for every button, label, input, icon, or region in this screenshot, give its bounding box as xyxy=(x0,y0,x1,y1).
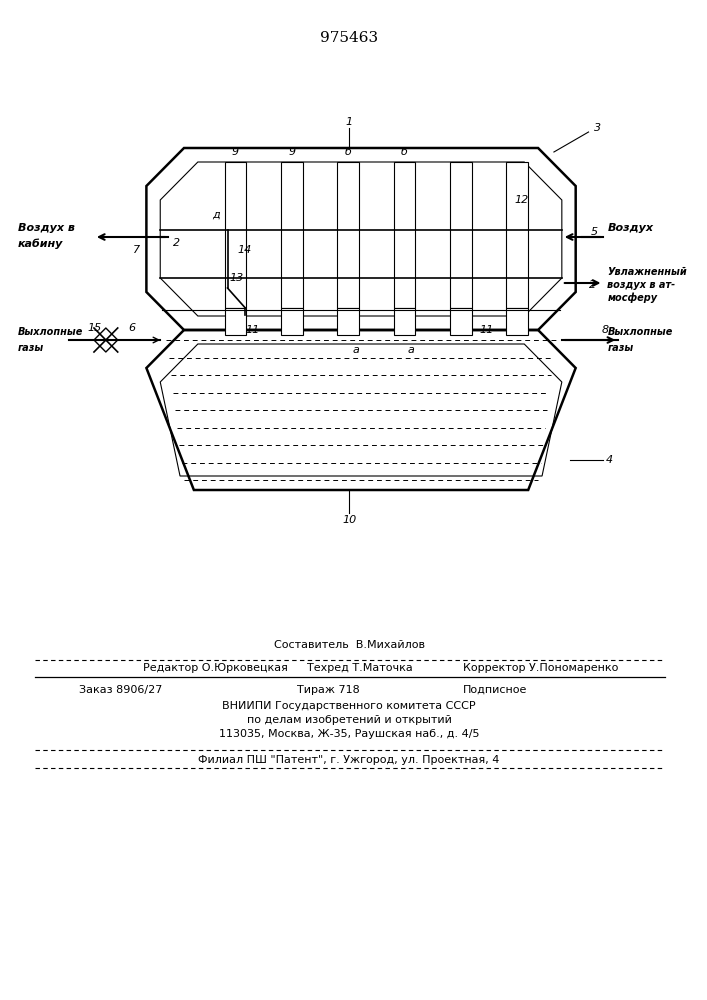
Bar xyxy=(225,308,246,335)
Text: мосферу: мосферу xyxy=(607,293,658,303)
Text: 2: 2 xyxy=(173,238,180,248)
Bar xyxy=(506,162,528,308)
Bar xyxy=(225,162,246,308)
Text: Тираж 718: Тираж 718 xyxy=(297,685,359,695)
Text: Воздух в: Воздух в xyxy=(18,223,75,233)
Bar xyxy=(450,308,472,335)
Bar xyxy=(281,162,303,308)
Bar xyxy=(450,162,472,308)
Text: 10: 10 xyxy=(342,515,356,525)
Text: Выхлопные: Выхлопные xyxy=(18,327,83,337)
Bar xyxy=(394,162,416,308)
Text: газы: газы xyxy=(607,343,633,353)
Bar xyxy=(394,308,416,335)
Text: б: б xyxy=(345,147,351,157)
Text: Заказ 8906/27: Заказ 8906/27 xyxy=(79,685,163,695)
Text: Техред Т.Маточка: Техред Т.Маточка xyxy=(307,663,412,673)
Text: 12: 12 xyxy=(515,195,529,205)
Bar xyxy=(506,308,528,335)
Text: 15: 15 xyxy=(87,323,101,333)
Text: Составитель  В.Михайлов: Составитель В.Михайлов xyxy=(274,640,425,650)
Text: а: а xyxy=(407,345,414,355)
Text: 6: 6 xyxy=(129,323,136,333)
Text: Увлажненный: Увлажненный xyxy=(607,267,687,277)
Text: б: б xyxy=(401,147,408,157)
Text: 2: 2 xyxy=(588,280,596,290)
Text: 3: 3 xyxy=(593,123,601,133)
Text: воздух в ат-: воздух в ат- xyxy=(607,280,675,290)
Text: 4: 4 xyxy=(605,455,612,465)
Text: 9: 9 xyxy=(288,147,296,157)
Text: Редактор О.Юрковецкая: Редактор О.Юрковецкая xyxy=(144,663,288,673)
Text: 11: 11 xyxy=(480,325,494,335)
Text: по делам изобретений и открытий: по делам изобретений и открытий xyxy=(247,715,452,725)
Text: а: а xyxy=(353,345,360,355)
Text: 5: 5 xyxy=(590,227,597,237)
Text: 14: 14 xyxy=(238,245,252,255)
Text: Подписное: Подписное xyxy=(463,685,527,695)
Text: кабину: кабину xyxy=(18,239,63,249)
Bar xyxy=(337,162,359,308)
Text: Корректор У.Пономаренко: Корректор У.Пономаренко xyxy=(463,663,619,673)
Text: 113035, Москва, Ж-35, Раушская наб., д. 4/5: 113035, Москва, Ж-35, Раушская наб., д. … xyxy=(219,729,479,739)
Text: 8: 8 xyxy=(602,325,609,335)
Text: 13: 13 xyxy=(230,273,244,283)
Text: Филиал ПШ "Патент", г. Ужгород, ул. Проектная, 4: Филиал ПШ "Патент", г. Ужгород, ул. Прое… xyxy=(199,755,500,765)
Text: 975463: 975463 xyxy=(320,31,378,45)
Bar xyxy=(337,308,359,335)
Text: Воздух: Воздух xyxy=(607,223,653,233)
Text: газы: газы xyxy=(18,343,44,353)
Text: д: д xyxy=(212,210,219,220)
Text: 7: 7 xyxy=(133,245,140,255)
Text: 1: 1 xyxy=(346,117,353,127)
Text: 11: 11 xyxy=(245,325,259,335)
Text: Выхлопные: Выхлопные xyxy=(607,327,672,337)
Text: ВНИИПИ Государственного комитета СССР: ВНИИПИ Государственного комитета СССР xyxy=(223,701,476,711)
Text: 9: 9 xyxy=(232,147,239,157)
Bar xyxy=(281,308,303,335)
